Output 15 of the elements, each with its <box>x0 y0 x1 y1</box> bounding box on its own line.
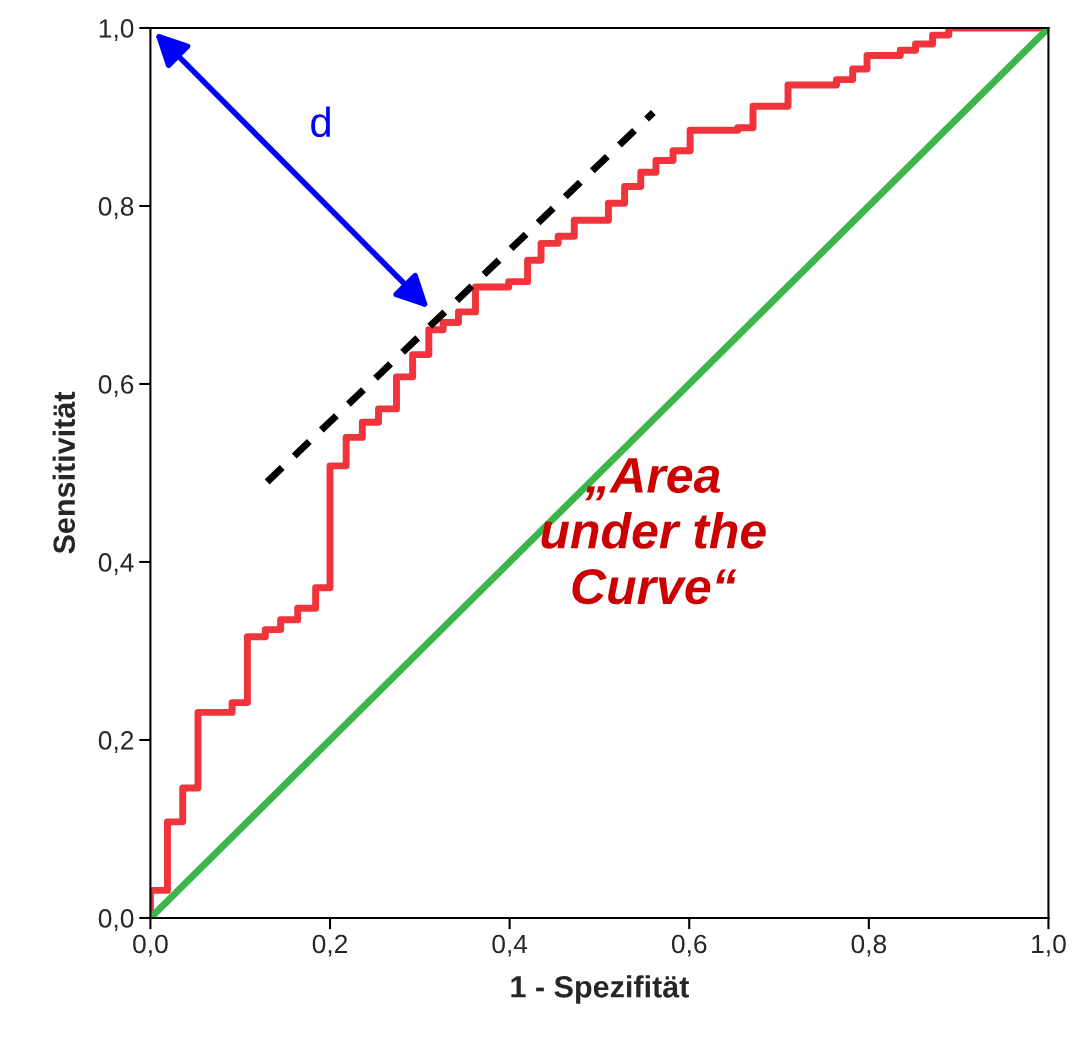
x-tick-label: 0,2 <box>312 934 348 957</box>
annotation: d <box>311 106 330 138</box>
y-tick-label: 1,0 <box>99 19 134 41</box>
x-tick-label: 0,8 <box>851 934 887 957</box>
y-tick-label: 0,4 <box>98 553 134 575</box>
x-axis-title: 1 - Spezifität <box>511 975 690 1004</box>
y-tick-label: 0,6 <box>98 375 134 397</box>
x-tick-label: 1,0 <box>1032 934 1066 957</box>
x-tick-label: 0,4 <box>492 934 528 957</box>
y-tick-label: 0,8 <box>98 197 134 219</box>
y-axis-title: Sensitivität <box>52 391 76 554</box>
x-tick-label: 0,6 <box>671 934 707 957</box>
y-tick-label: 0,2 <box>98 731 134 753</box>
x-tick-label: 0,0 <box>133 934 168 957</box>
y-tick-label: 0,0 <box>98 909 134 931</box>
